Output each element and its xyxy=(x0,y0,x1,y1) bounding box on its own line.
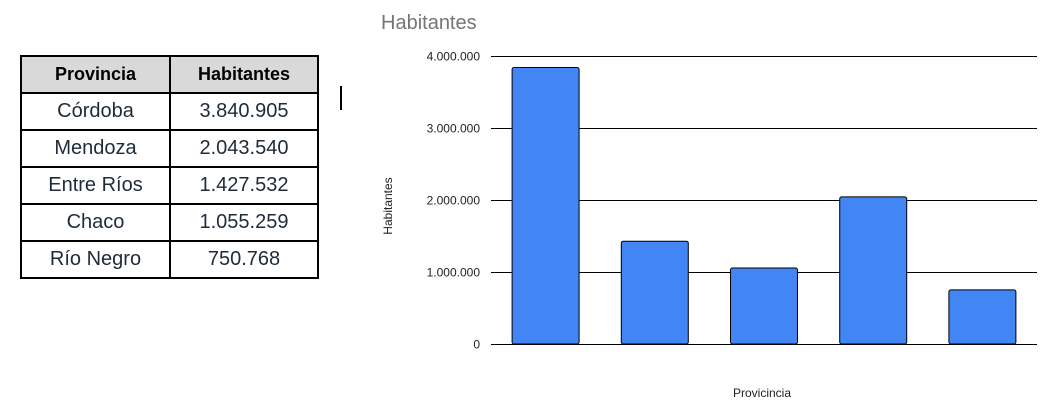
table-row: Río Negro 750.768 xyxy=(20,240,319,279)
cell-habitantes[interactable]: 2.043.540 xyxy=(169,129,319,168)
cell-provincia[interactable]: Mendoza xyxy=(20,129,171,168)
bar-río-negro[interactable] xyxy=(948,289,1017,345)
table-row: Córdoba 3.840.905 xyxy=(20,92,319,131)
y-tick-label: 0 xyxy=(473,338,480,352)
y-tick-label: 3.000.000 xyxy=(427,122,481,136)
y-axis-ticks: 0 1.000.000 2.000.000 3.000.000 4.000.000 xyxy=(427,50,481,352)
bar-chaco[interactable] xyxy=(730,267,798,345)
table-header-row: Provincia Habitantes xyxy=(20,55,319,94)
gridlines xyxy=(491,56,1037,345)
bars xyxy=(511,67,1017,345)
table-row: Chaco 1.055.259 xyxy=(20,203,319,242)
bar-entre-ríos[interactable] xyxy=(620,240,689,345)
header-habitantes: Habitantes xyxy=(169,55,319,94)
y-axis-title: Habitantes xyxy=(381,177,395,234)
cell-provincia[interactable]: Entre Ríos xyxy=(20,166,171,205)
table-row: Mendoza 2.043.540 xyxy=(20,129,319,168)
cell-habitantes[interactable]: 3.840.905 xyxy=(169,92,319,131)
x-axis-title: Provicincia xyxy=(733,386,791,400)
cell-habitantes[interactable]: 1.427.532 xyxy=(169,166,319,205)
cell-provincia[interactable]: Río Negro xyxy=(20,240,171,279)
y-tick-label: 1.000.000 xyxy=(427,266,481,280)
cell-provincia[interactable]: Córdoba xyxy=(20,92,171,131)
header-provincia: Provincia xyxy=(20,55,171,94)
cell-habitantes[interactable]: 750.768 xyxy=(169,240,319,279)
chart-title: Habitantes xyxy=(381,12,477,34)
y-tick-label: 4.000.000 xyxy=(427,50,481,64)
bar-mendoza[interactable] xyxy=(839,196,908,345)
table-row: Entre Ríos 1.427.532 xyxy=(20,166,319,205)
text-cursor xyxy=(340,86,342,110)
cell-habitantes[interactable]: 1.055.259 xyxy=(169,203,319,242)
bar-córdoba[interactable] xyxy=(511,67,580,345)
y-tick-label: 2.000.000 xyxy=(427,194,481,208)
cell-provincia[interactable]: Chaco xyxy=(20,203,171,242)
provinces-table: Provincia Habitantes Córdoba 3.840.905 M… xyxy=(20,55,319,279)
